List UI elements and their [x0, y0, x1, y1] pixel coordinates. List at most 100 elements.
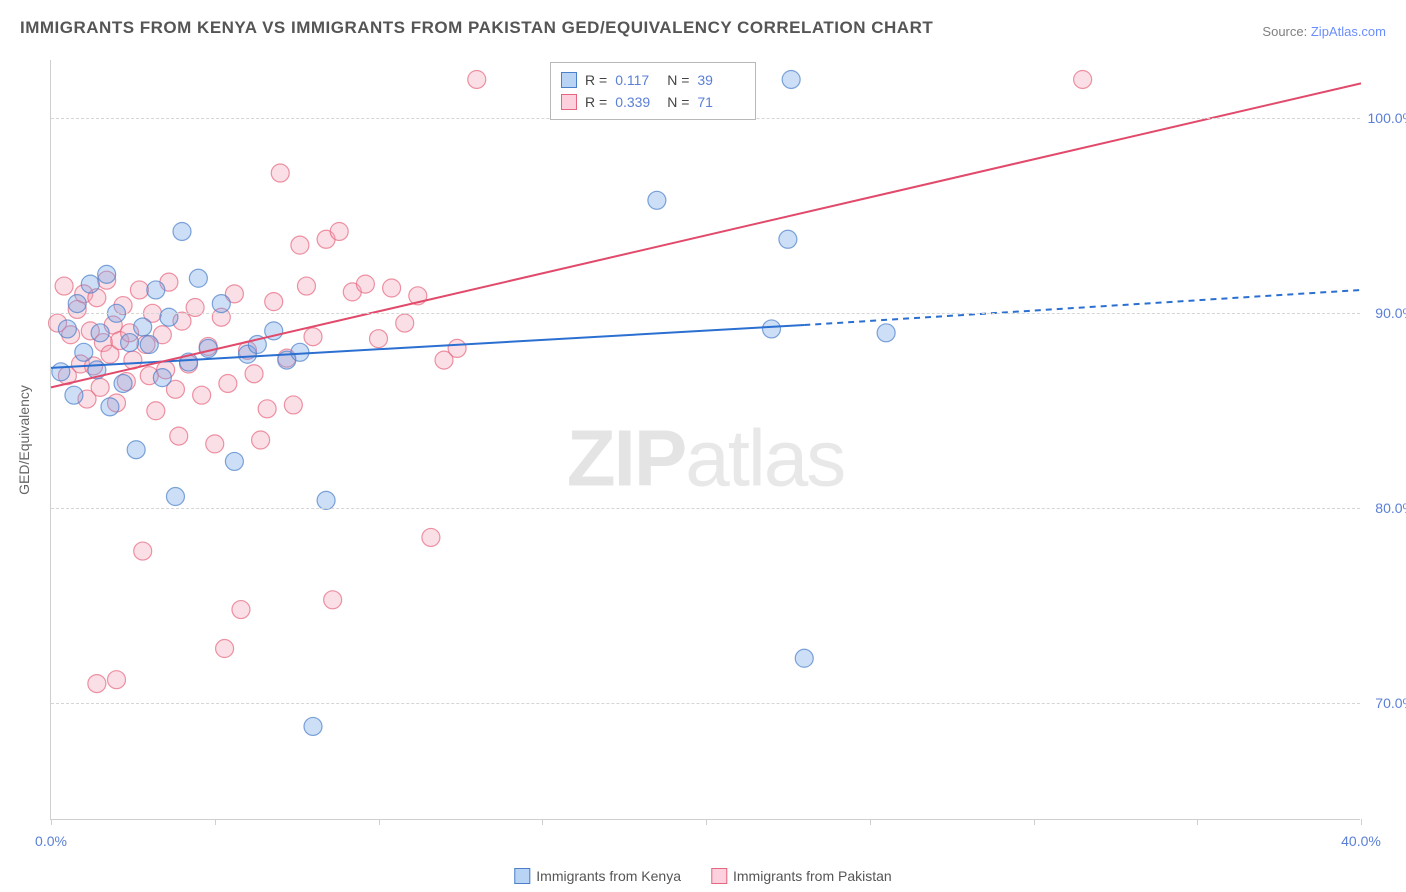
xtick — [51, 819, 52, 825]
ytick-label: 70.0% — [1365, 695, 1406, 711]
data-point — [58, 320, 76, 338]
data-point — [153, 369, 171, 387]
data-point — [383, 279, 401, 297]
chart-title: IMMIGRANTS FROM KENYA VS IMMIGRANTS FROM… — [20, 18, 933, 38]
data-point — [189, 269, 207, 287]
source-attribution: Source: ZipAtlas.com — [1262, 24, 1386, 39]
trend-line-kenya-ext — [804, 290, 1361, 325]
xtick — [215, 819, 216, 825]
plot-area: ZIPatlas 70.0%80.0%90.0%100.0%0.0%40.0% — [50, 60, 1360, 820]
data-point — [356, 275, 374, 293]
gridline-h — [51, 313, 1360, 314]
stats-R-label: R = — [585, 94, 607, 110]
data-point — [147, 402, 165, 420]
xtick-label: 0.0% — [35, 833, 67, 849]
data-point — [779, 230, 797, 248]
data-point — [193, 386, 211, 404]
data-point — [130, 281, 148, 299]
chart-svg — [51, 60, 1360, 819]
data-point — [396, 314, 414, 332]
data-point — [297, 277, 315, 295]
data-point — [55, 277, 73, 295]
stats-R-label: R = — [585, 72, 607, 88]
trend-line-pakistan — [51, 83, 1361, 387]
xtick — [870, 819, 871, 825]
stats-legend-box: R = 0.117 N = 39 R = 0.339 N = 71 — [550, 62, 756, 120]
data-point — [212, 295, 230, 313]
data-point — [763, 320, 781, 338]
ytick-label: 80.0% — [1365, 500, 1406, 516]
legend-item-kenya: Immigrants from Kenya — [514, 868, 681, 884]
data-point — [206, 435, 224, 453]
data-point — [648, 191, 666, 209]
data-point — [370, 330, 388, 348]
data-point — [245, 365, 263, 383]
swatch-kenya — [561, 72, 577, 88]
xtick-label: 40.0% — [1341, 833, 1381, 849]
stats-N-label: N = — [667, 94, 689, 110]
xtick — [379, 819, 380, 825]
data-point — [147, 281, 165, 299]
legend-label-kenya: Immigrants from Kenya — [536, 868, 681, 884]
source-label: Source: — [1262, 24, 1307, 39]
data-point — [134, 542, 152, 560]
data-point — [252, 431, 270, 449]
xtick — [542, 819, 543, 825]
stats-N-kenya: 39 — [697, 72, 741, 88]
data-point — [271, 164, 289, 182]
data-point — [127, 441, 145, 459]
data-point — [134, 318, 152, 336]
data-point — [291, 236, 309, 254]
stats-row-pakistan: R = 0.339 N = 71 — [561, 91, 741, 113]
data-point — [52, 363, 70, 381]
xtick — [706, 819, 707, 825]
data-point — [170, 427, 188, 445]
source-link[interactable]: ZipAtlas.com — [1311, 24, 1386, 39]
legend-label-pakistan: Immigrants from Pakistan — [733, 868, 892, 884]
data-point — [81, 275, 99, 293]
data-point — [468, 70, 486, 88]
data-point — [216, 640, 234, 658]
data-point — [140, 336, 158, 354]
data-point — [121, 334, 139, 352]
data-point — [448, 339, 466, 357]
data-point — [88, 675, 106, 693]
data-point — [108, 671, 126, 689]
data-point — [782, 70, 800, 88]
gridline-h — [51, 508, 1360, 509]
stats-row-kenya: R = 0.117 N = 39 — [561, 69, 741, 91]
stats-R-kenya: 0.117 — [615, 72, 659, 88]
data-point — [219, 374, 237, 392]
data-point — [284, 396, 302, 414]
legend-bottom: Immigrants from Kenya Immigrants from Pa… — [514, 868, 891, 884]
legend-item-pakistan: Immigrants from Pakistan — [711, 868, 892, 884]
ytick-label: 90.0% — [1365, 305, 1406, 321]
data-point — [258, 400, 276, 418]
stats-N-pakistan: 71 — [697, 94, 741, 110]
data-point — [422, 528, 440, 546]
data-point — [65, 386, 83, 404]
stats-R-pakistan: 0.339 — [615, 94, 659, 110]
data-point — [68, 295, 86, 313]
stats-N-label: N = — [667, 72, 689, 88]
data-point — [330, 222, 348, 240]
data-point — [101, 398, 119, 416]
data-point — [795, 649, 813, 667]
data-point — [1074, 70, 1092, 88]
data-point — [160, 308, 178, 326]
data-point — [199, 339, 217, 357]
data-point — [173, 222, 191, 240]
data-point — [324, 591, 342, 609]
swatch-pakistan — [561, 94, 577, 110]
ytick-label: 100.0% — [1365, 110, 1406, 126]
data-point — [265, 293, 283, 311]
data-point — [304, 328, 322, 346]
xtick — [1034, 819, 1035, 825]
gridline-h — [51, 703, 1360, 704]
data-point — [75, 343, 93, 361]
data-point — [877, 324, 895, 342]
xtick — [1197, 819, 1198, 825]
data-point — [91, 324, 109, 342]
data-point — [304, 717, 322, 735]
data-point — [225, 452, 243, 470]
